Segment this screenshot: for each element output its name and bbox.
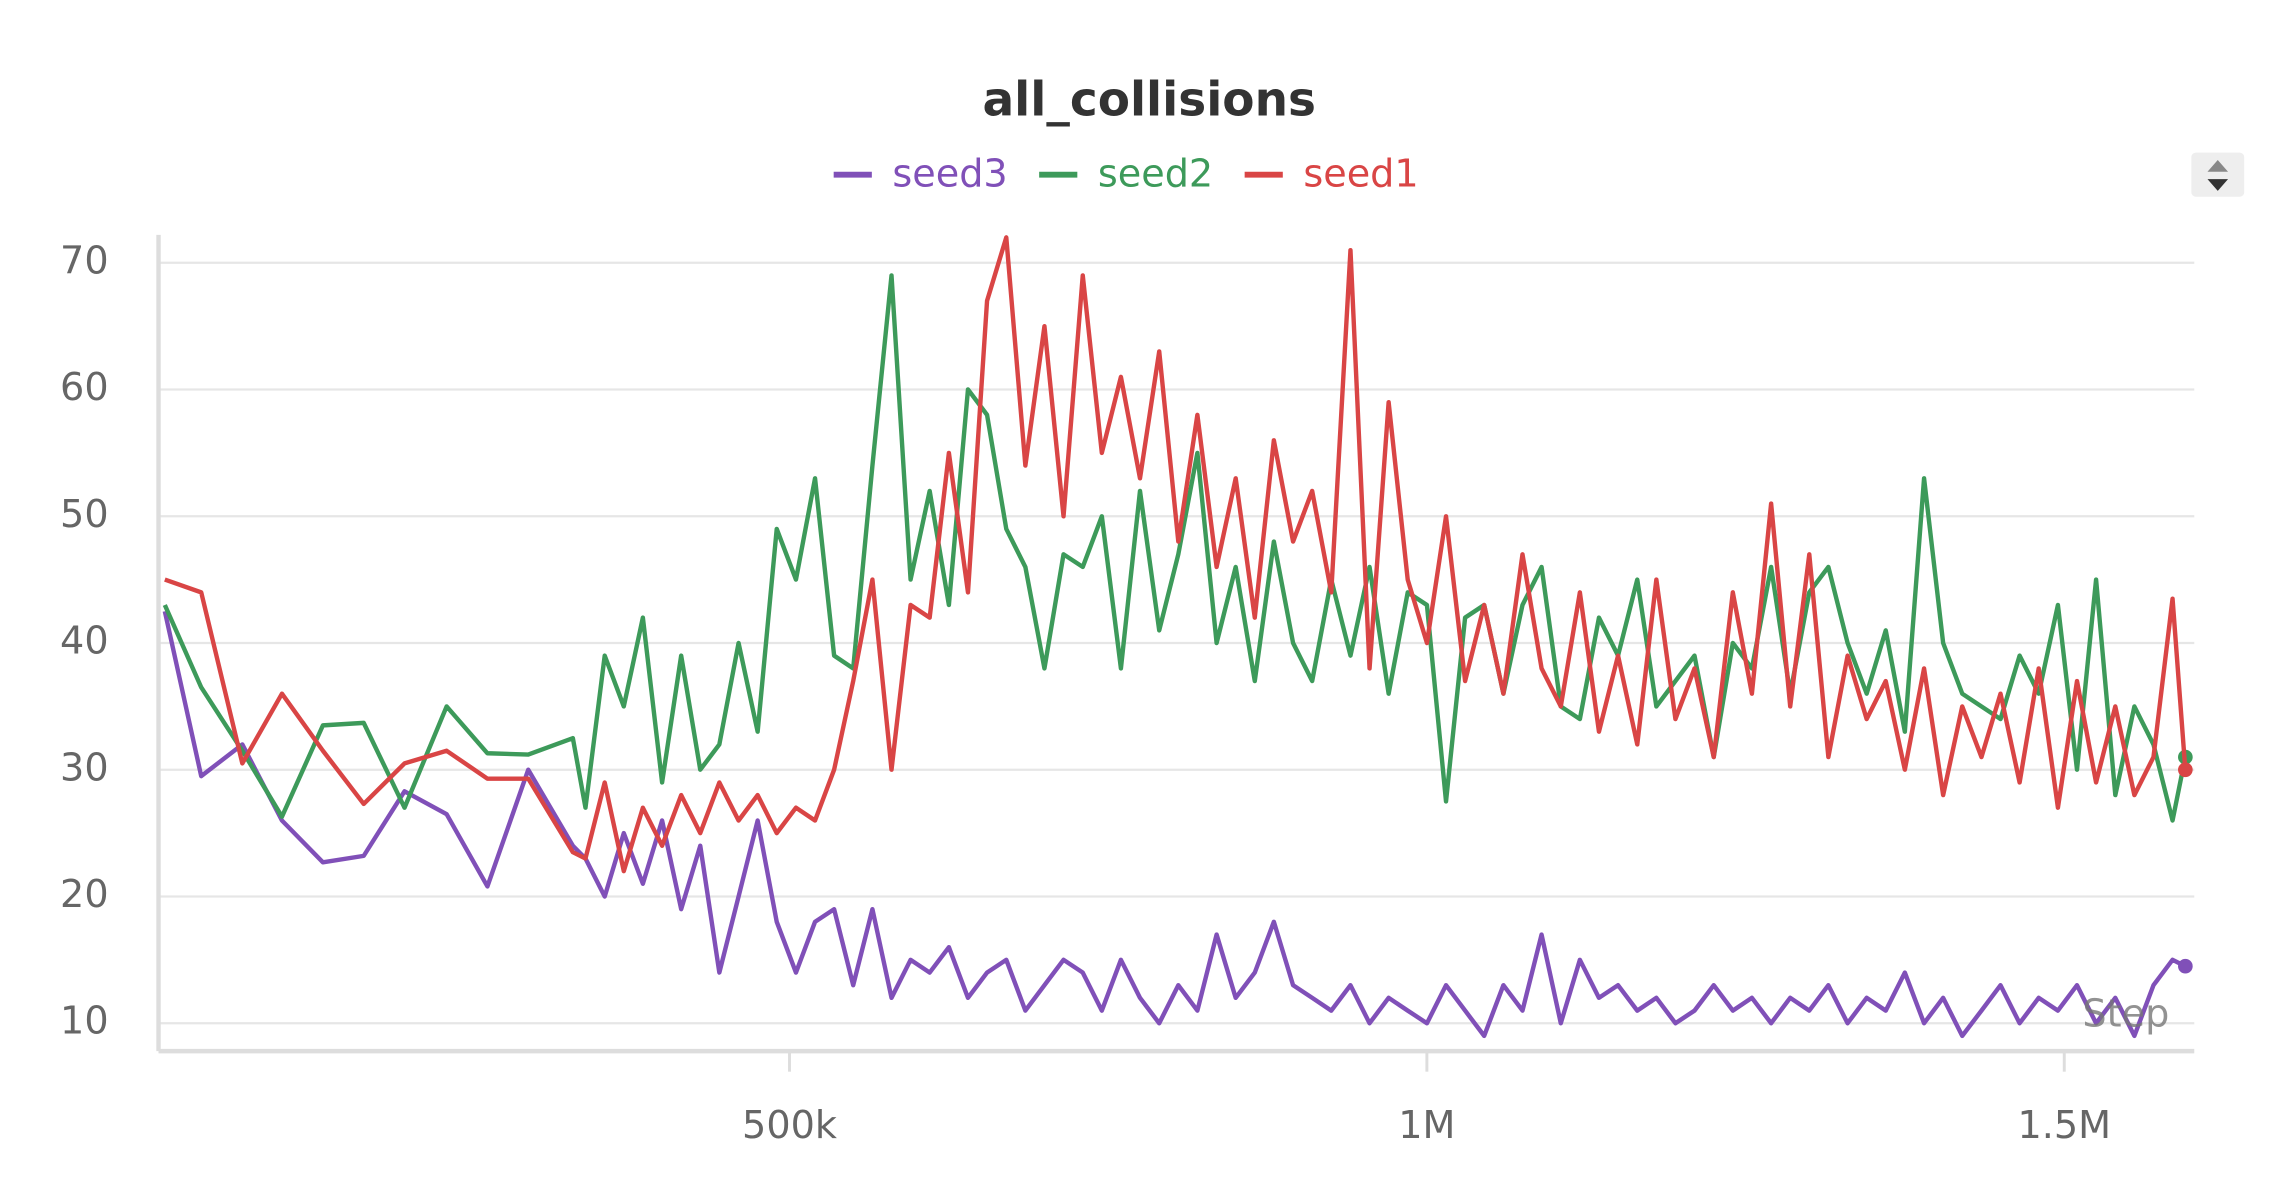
x-axis-label: Step [2082, 991, 2169, 1035]
end-marker [2178, 762, 2193, 778]
y-tick-label: 70 [60, 238, 109, 282]
y-tick-label: 50 [60, 492, 109, 536]
arrow-down [2207, 179, 2229, 191]
x-tick-label: 1.5M [2017, 1103, 2111, 1147]
y-tick-label: 40 [60, 619, 109, 663]
scroll-bg [2191, 152, 2245, 197]
x-tick-label: 1M [1398, 1103, 1455, 1147]
legend-label: seed1 [1303, 152, 1418, 196]
y-tick-label: 60 [60, 365, 109, 409]
y-tick-label: 10 [60, 999, 109, 1043]
legend-label: seed3 [892, 152, 1007, 196]
scroll-button[interactable] [2191, 152, 2245, 197]
series-line [162, 610, 2187, 1039]
y-tick-label: 30 [60, 745, 109, 789]
arrow-up [2207, 160, 2229, 172]
y-tick-label: 20 [60, 872, 109, 916]
chart-title: all_collisions [983, 72, 1316, 127]
legend-label: seed2 [1098, 152, 1213, 196]
series-line [164, 235, 2188, 874]
series-line [162, 273, 2188, 823]
x-tick-label: 500k [742, 1103, 837, 1147]
end-marker [2178, 958, 2193, 974]
